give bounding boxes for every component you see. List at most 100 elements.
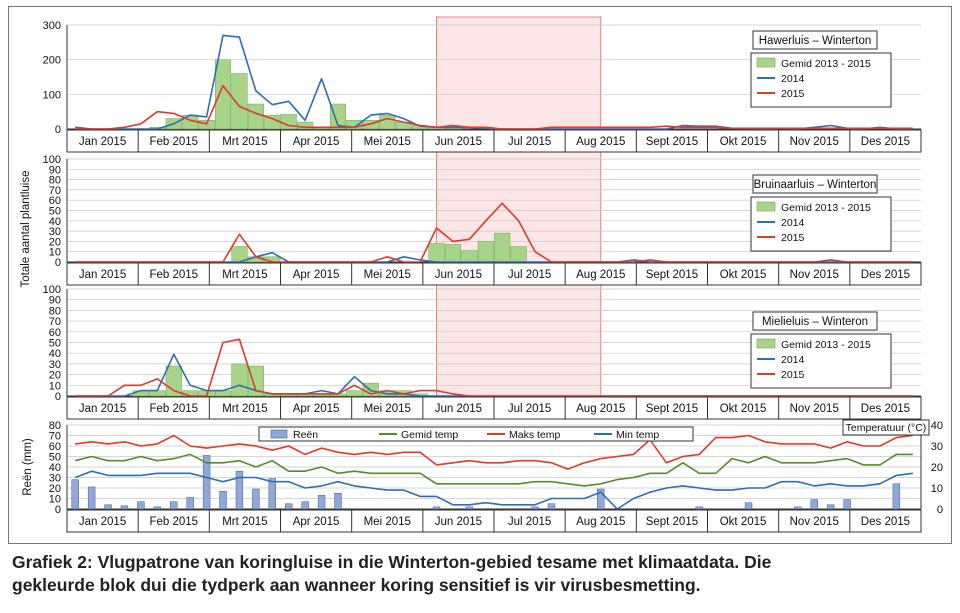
month-label: Okt 2015 bbox=[720, 403, 767, 415]
y-tick-label: 100 bbox=[43, 284, 61, 296]
bar bbox=[137, 501, 145, 510]
month-label: Jan 2015 bbox=[79, 136, 126, 148]
temp-axis-label-box bbox=[842, 419, 930, 436]
month-label: Nov 2015 bbox=[790, 403, 839, 415]
bar bbox=[120, 505, 129, 510]
month-label: Nov 2015 bbox=[790, 269, 839, 281]
bar bbox=[444, 128, 461, 130]
bar bbox=[301, 501, 309, 510]
month-label: Apr 2015 bbox=[293, 269, 340, 281]
month-label: Mrt 2015 bbox=[222, 516, 267, 528]
series-line-2015 bbox=[75, 84, 913, 130]
bar bbox=[334, 493, 342, 510]
legend-entry: Gemid 2013 - 2015 bbox=[781, 202, 871, 214]
bar bbox=[794, 506, 802, 510]
month-label: Sept 2015 bbox=[646, 516, 698, 528]
month-label: Des 2015 bbox=[861, 136, 910, 148]
bar bbox=[214, 59, 232, 130]
bar bbox=[247, 103, 264, 130]
y-tick-label: 70 bbox=[49, 316, 61, 328]
legend-box bbox=[258, 426, 694, 442]
panel-title: Mielieluis – Winteron bbox=[762, 316, 868, 328]
legend-entry: Min temp bbox=[616, 429, 659, 441]
month-label: Jul 2015 bbox=[508, 516, 551, 528]
y-tick-label: 0 bbox=[55, 504, 61, 516]
legend-swatch bbox=[756, 338, 776, 349]
month-label: Jun 2015 bbox=[435, 516, 482, 528]
y-tick-label: 60 bbox=[49, 441, 61, 453]
month-label: Nov 2015 bbox=[790, 136, 839, 148]
month-label: Jul 2015 bbox=[508, 136, 551, 148]
y-tick-label: 100 bbox=[43, 89, 61, 101]
legend-entry: Reën bbox=[293, 429, 318, 441]
bar bbox=[428, 243, 445, 263]
month-label: Mei 2015 bbox=[364, 269, 411, 281]
month-label: Aug 2015 bbox=[576, 136, 625, 148]
month-label: Feb 2015 bbox=[149, 269, 198, 281]
caption-line-1: Grafiek 2: Vlugpatrone van koringluise i… bbox=[12, 552, 772, 572]
y2-tick-label: 20 bbox=[931, 462, 943, 474]
bar bbox=[461, 250, 478, 263]
y2-tick-label: 40 bbox=[931, 420, 943, 432]
y-tick-label: 70 bbox=[49, 431, 61, 443]
bar bbox=[892, 483, 901, 510]
y-tick-label: 30 bbox=[49, 473, 61, 485]
y-tick-label: 30 bbox=[49, 226, 61, 238]
y-tick-label: 0 bbox=[55, 257, 61, 269]
legend-entry: 2014 bbox=[781, 73, 805, 85]
bar bbox=[531, 506, 539, 510]
temp-axis-label: Temperatuur (°C) bbox=[846, 422, 927, 434]
series-line-2015 bbox=[75, 202, 913, 263]
bar bbox=[132, 390, 149, 397]
panel-title: Bruinaarluis – Winterton bbox=[754, 179, 877, 191]
y-tick-label: 20 bbox=[49, 483, 61, 495]
y-tick-label: 80 bbox=[49, 175, 61, 187]
month-label: Mei 2015 bbox=[364, 136, 411, 148]
month-label: Mrt 2015 bbox=[222, 403, 267, 415]
y-tick-label: 30 bbox=[49, 359, 61, 371]
panel-title: Hawerluis – Winterton bbox=[759, 35, 871, 47]
y-tick-label: 70 bbox=[49, 185, 61, 197]
y2-tick-label: 10 bbox=[931, 483, 943, 495]
bar bbox=[104, 504, 112, 510]
chart-frame: Totale aantal plantluise 0 100 200 300 Jan 20… bbox=[8, 6, 952, 544]
bar bbox=[231, 73, 248, 130]
y-tick-label: 40 bbox=[49, 216, 61, 228]
bar bbox=[285, 503, 293, 510]
series-line-gemid-temp bbox=[75, 453, 913, 487]
bar bbox=[510, 246, 527, 263]
month-label: Okt 2015 bbox=[720, 269, 767, 281]
y-tick-label: 50 bbox=[49, 206, 61, 218]
month-label: Okt 2015 bbox=[720, 516, 767, 528]
month-label: Des 2015 bbox=[861, 516, 910, 528]
bar bbox=[165, 365, 182, 397]
bar bbox=[379, 114, 396, 130]
y-tick-label: 90 bbox=[49, 295, 61, 307]
bar bbox=[235, 470, 244, 510]
bar bbox=[71, 479, 79, 510]
series-line-maks-temp bbox=[75, 434, 913, 470]
month-label: Feb 2015 bbox=[149, 516, 198, 528]
month-label: Jul 2015 bbox=[508, 403, 551, 415]
bar bbox=[252, 488, 260, 510]
month-label: Mei 2015 bbox=[364, 403, 411, 415]
month-label: Aug 2015 bbox=[576, 403, 625, 415]
legend-entry: 2014 bbox=[781, 354, 805, 366]
month-label: Feb 2015 bbox=[149, 403, 198, 415]
month-label: Apr 2015 bbox=[293, 516, 340, 528]
bar bbox=[597, 488, 605, 510]
bar bbox=[219, 490, 227, 510]
bar bbox=[444, 244, 461, 263]
month-label: Nov 2015 bbox=[790, 516, 839, 528]
y-tick-label: 80 bbox=[49, 305, 61, 317]
bar bbox=[465, 506, 474, 510]
month-label: Okt 2015 bbox=[720, 136, 767, 148]
bar bbox=[268, 478, 276, 510]
bar bbox=[297, 121, 314, 130]
month-label: Sept 2015 bbox=[646, 269, 698, 281]
y-axis-label: Totale aantal plantluise bbox=[20, 171, 32, 288]
month-label: Mrt 2015 bbox=[222, 269, 267, 281]
legend-entry: 2015 bbox=[781, 369, 805, 381]
y-tick-label: 10 bbox=[49, 494, 61, 506]
